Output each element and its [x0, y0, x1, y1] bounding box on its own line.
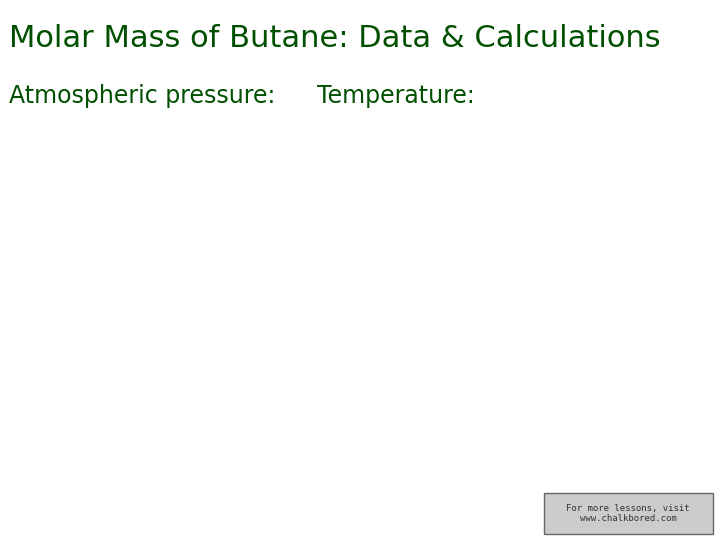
- Text: Atmospheric pressure:: Atmospheric pressure:: [9, 84, 275, 107]
- Text: Molar Mass of Butane: Data & Calculations: Molar Mass of Butane: Data & Calculation…: [9, 24, 660, 53]
- Text: For more lessons, visit
www.chalkbored.com: For more lessons, visit www.chalkbored.c…: [567, 504, 690, 523]
- Text: Temperature:: Temperature:: [317, 84, 474, 107]
